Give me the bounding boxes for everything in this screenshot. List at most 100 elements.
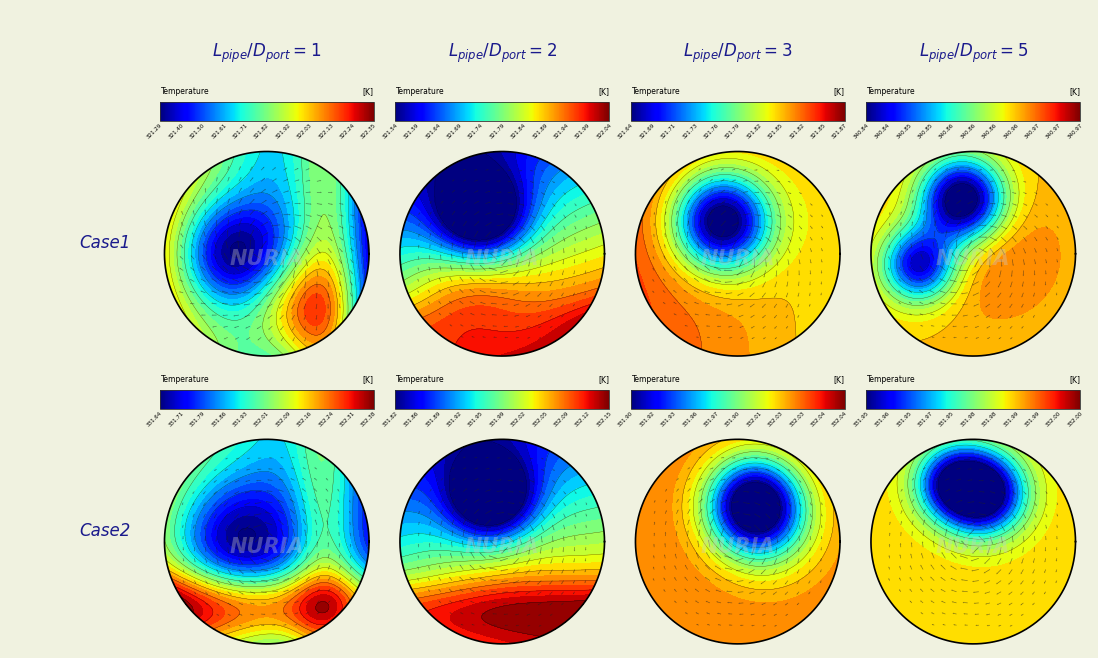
Text: 332.15: 332.15	[595, 411, 613, 428]
Text: 322.35: 322.35	[360, 122, 378, 140]
Text: 321.82: 321.82	[254, 122, 270, 140]
Text: 321.84: 321.84	[509, 122, 527, 140]
Text: 321.71: 321.71	[232, 122, 249, 140]
Text: 340.85: 340.85	[896, 122, 912, 140]
Text: 332.24: 332.24	[317, 411, 335, 428]
Text: 321.85: 321.85	[809, 122, 827, 140]
Text: Case1: Case1	[80, 234, 131, 252]
Text: 340.97: 340.97	[1023, 122, 1041, 140]
Text: Temperature: Temperature	[161, 87, 210, 96]
Text: 331.95: 331.95	[938, 411, 955, 428]
Text: 332.04: 332.04	[831, 411, 849, 428]
Text: 322.13: 322.13	[317, 122, 335, 140]
Text: 321.54: 321.54	[382, 122, 399, 140]
Text: Temperature: Temperature	[161, 375, 210, 384]
Text: $L_{pipe}/D_{port}=1$: $L_{pipe}/D_{port}=1$	[212, 42, 322, 65]
Text: NURIA: NURIA	[935, 249, 1010, 269]
Text: 332.09: 332.09	[552, 411, 570, 428]
Text: Temperature: Temperature	[632, 375, 681, 384]
Text: 331.93: 331.93	[660, 411, 677, 428]
Text: 321.79: 321.79	[489, 122, 506, 140]
Text: 331.86: 331.86	[403, 411, 421, 428]
Text: 332.01: 332.01	[254, 411, 270, 428]
Text: 331.93: 331.93	[232, 411, 249, 428]
Text: 332.04: 332.04	[809, 411, 827, 428]
Text: 340.86: 340.86	[981, 122, 998, 140]
Text: 321.99: 321.99	[574, 122, 592, 140]
Text: 332.03: 332.03	[766, 411, 784, 428]
Text: 331.98: 331.98	[981, 411, 998, 428]
Text: NURIA: NURIA	[701, 249, 775, 269]
Text: [K]: [K]	[1069, 87, 1080, 96]
Text: [K]: [K]	[1069, 375, 1080, 384]
Text: 340.86: 340.86	[938, 122, 955, 140]
Text: 331.95: 331.95	[468, 411, 484, 428]
Text: 332.31: 332.31	[338, 411, 356, 428]
Text: NURIA: NURIA	[464, 249, 539, 269]
Text: 331.89: 331.89	[425, 411, 441, 428]
Text: 331.95: 331.95	[853, 411, 870, 428]
Text: 321.71: 321.71	[660, 122, 677, 140]
Text: 332.00: 332.00	[1045, 411, 1063, 428]
Text: 332.01: 332.01	[746, 411, 763, 428]
Text: NURIA: NURIA	[701, 537, 775, 557]
Text: 332.09: 332.09	[274, 411, 292, 428]
Text: 321.82: 321.82	[788, 122, 806, 140]
Text: NURIA: NURIA	[935, 537, 1010, 557]
Text: 340.84: 340.84	[874, 122, 892, 140]
Bar	[160, 102, 373, 120]
Text: $L_{pipe}/D_{port}=3$: $L_{pipe}/D_{port}=3$	[683, 42, 793, 65]
Text: Case2: Case2	[80, 522, 131, 540]
Text: Temperature: Temperature	[396, 375, 445, 384]
Bar	[866, 390, 1080, 409]
Text: 331.95: 331.95	[896, 411, 912, 428]
Text: 340.85: 340.85	[917, 122, 934, 140]
Text: 332.05: 332.05	[531, 411, 549, 428]
Text: 331.92: 331.92	[639, 411, 656, 428]
Text: 331.97: 331.97	[917, 411, 934, 428]
Text: Temperature: Temperature	[867, 87, 916, 96]
Text: 331.92: 331.92	[446, 411, 463, 428]
Text: [K]: [K]	[362, 87, 373, 96]
Text: 321.85: 321.85	[766, 122, 784, 140]
Text: 331.64: 331.64	[146, 411, 164, 428]
Text: 321.69: 321.69	[639, 122, 656, 140]
Text: [K]: [K]	[362, 375, 373, 384]
Text: 332.12: 332.12	[574, 411, 592, 428]
Bar	[630, 390, 844, 409]
Text: 321.29: 321.29	[146, 122, 164, 140]
Text: 321.79: 321.79	[724, 122, 741, 140]
Text: $L_{pipe}/D_{port}=5$: $L_{pipe}/D_{port}=5$	[919, 42, 1028, 65]
Text: 321.89: 321.89	[531, 122, 549, 140]
Text: 332.03: 332.03	[788, 411, 806, 428]
Text: 331.99: 331.99	[1023, 411, 1041, 428]
Text: [K]: [K]	[598, 87, 609, 96]
Text: 321.76: 321.76	[703, 122, 720, 140]
Bar	[395, 390, 609, 409]
Text: 331.79: 331.79	[189, 411, 206, 428]
Text: 331.96: 331.96	[682, 411, 698, 428]
Text: 332.16: 332.16	[296, 411, 313, 428]
Text: 340.84: 340.84	[853, 122, 870, 140]
Text: 340.97: 340.97	[1066, 122, 1084, 140]
Text: 321.92: 321.92	[274, 122, 292, 140]
Text: 321.69: 321.69	[446, 122, 463, 140]
Text: 331.86: 331.86	[211, 411, 227, 428]
Text: NURIA: NURIA	[229, 537, 304, 557]
Text: Temperature: Temperature	[867, 375, 916, 384]
Text: 331.98: 331.98	[960, 411, 977, 428]
Text: 340.86: 340.86	[960, 122, 977, 140]
Text: 340.97: 340.97	[1045, 122, 1063, 140]
Text: [K]: [K]	[833, 375, 844, 384]
Text: 322.04: 322.04	[595, 122, 613, 140]
Text: 321.59: 321.59	[403, 122, 421, 140]
Text: 322.03: 322.03	[296, 122, 313, 140]
Text: 331.82: 331.82	[382, 411, 399, 428]
Text: 331.99: 331.99	[489, 411, 506, 428]
Text: 331.71: 331.71	[168, 411, 184, 428]
Text: 321.94: 321.94	[552, 122, 570, 140]
Text: 321.87: 321.87	[831, 122, 849, 140]
Text: 321.64: 321.64	[425, 122, 441, 140]
Text: 321.64: 321.64	[617, 122, 635, 140]
Text: 331.90: 331.90	[724, 411, 741, 428]
